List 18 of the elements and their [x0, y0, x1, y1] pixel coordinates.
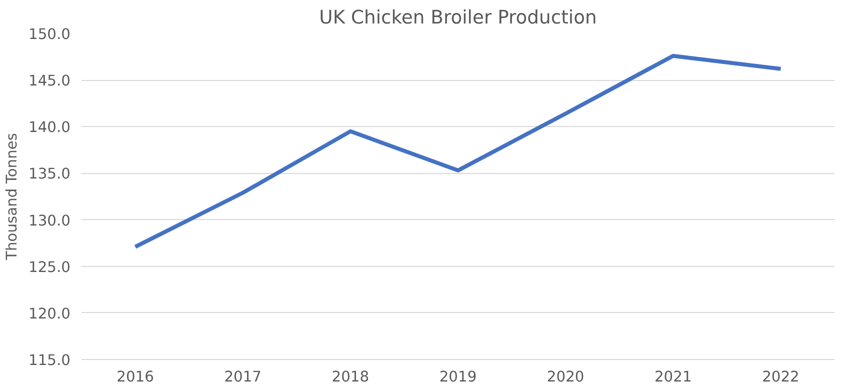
- x-tick-label: 2021: [654, 368, 692, 384]
- x-tick-label: 2016: [116, 368, 154, 384]
- x-tick-label: 2017: [224, 368, 262, 384]
- y-tick-label: 120.0: [28, 305, 71, 322]
- x-tick-label: 2022: [762, 368, 800, 384]
- x-tick-label: 2019: [439, 368, 477, 384]
- y-tick-label: 150.0: [28, 26, 71, 43]
- chart-title: UK Chicken Broiler Production: [319, 8, 597, 28]
- y-tick-label: 125.0: [28, 258, 71, 276]
- x-tick-label: 2020: [546, 368, 584, 384]
- y-tick-label: 130.0: [28, 212, 71, 230]
- y-tick-label: 115.0: [28, 352, 71, 369]
- y-axis-title: Thousand Tonnes: [4, 132, 21, 262]
- y-tick-label: 135.0: [28, 166, 71, 183]
- y-tick-label: 140.0: [28, 119, 71, 136]
- line-series: [133, 54, 783, 249]
- x-tick-label: 2018: [332, 368, 370, 384]
- y-tick-label: 145.0: [28, 72, 71, 90]
